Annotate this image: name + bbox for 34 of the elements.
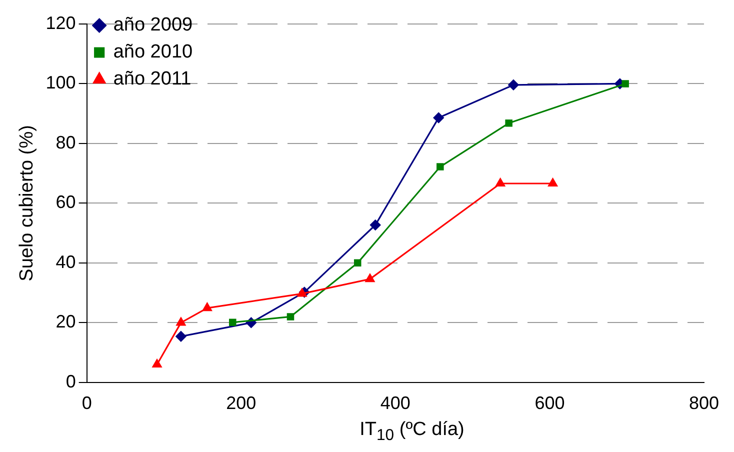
y-axis-title: Suelo cubierto (%) — [16, 125, 38, 282]
x-tick-label: 600 — [534, 393, 565, 414]
point — [622, 80, 629, 88]
y-tick-label: 40 — [56, 252, 76, 272]
x-tick-label: 400 — [380, 393, 410, 414]
point — [505, 120, 512, 127]
x-axis-title: IT$_{10}$ (ºC día) — [358, 418, 466, 446]
point — [370, 220, 381, 230]
y-tick-label: 20 — [56, 312, 76, 332]
y-tick-label: 120 — [46, 12, 76, 33]
point — [508, 80, 519, 90]
point — [433, 112, 444, 124]
point — [229, 318, 236, 326]
point — [354, 259, 362, 267]
point — [152, 359, 162, 368]
y-tick-label: 60 — [56, 192, 76, 212]
point — [436, 163, 444, 170]
point — [286, 313, 294, 320]
point — [365, 274, 375, 282]
x-tick-label: 800 — [688, 393, 720, 414]
legend-label: año 2009 — [113, 14, 193, 36]
point — [496, 178, 506, 187]
point — [176, 317, 186, 326]
y-tick-label: 100 — [46, 72, 76, 93]
y-tick-label: 80 — [56, 132, 76, 152]
point — [202, 302, 212, 312]
point — [176, 331, 186, 342]
point — [297, 288, 307, 297]
y-tick-label: 0 — [66, 371, 76, 392]
legend-label: año 2010 — [113, 42, 193, 63]
point — [548, 178, 558, 187]
x-tick-label: 0 — [82, 393, 92, 414]
x-tick-label: 200 — [226, 393, 256, 414]
legend-label: año 2011 — [113, 68, 192, 90]
